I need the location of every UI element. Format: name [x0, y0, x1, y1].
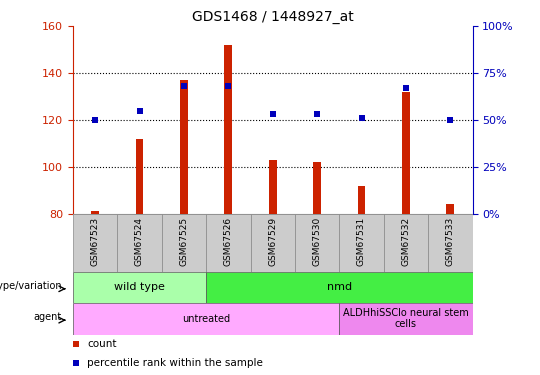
Bar [73, 272, 206, 303]
Text: GSM67530: GSM67530 [313, 217, 322, 267]
Text: GSM67523: GSM67523 [91, 217, 99, 266]
Bar [251, 214, 295, 272]
Text: untreated: untreated [182, 314, 230, 324]
Bar [402, 92, 410, 214]
Bar [269, 160, 276, 214]
Bar [224, 45, 232, 214]
Bar [117, 214, 161, 272]
Text: GSM67531: GSM67531 [357, 217, 366, 267]
Text: nmd: nmd [327, 282, 352, 292]
Text: agent: agent [33, 312, 62, 322]
Bar [313, 162, 321, 214]
Text: GSM67525: GSM67525 [179, 217, 188, 266]
Text: GSM67526: GSM67526 [224, 217, 233, 266]
Bar [91, 211, 99, 214]
Text: count: count [87, 339, 117, 349]
Text: GSM67524: GSM67524 [135, 217, 144, 266]
Bar [339, 303, 472, 334]
Bar [357, 186, 366, 214]
Text: wild type: wild type [114, 282, 165, 292]
Text: GSM67529: GSM67529 [268, 217, 277, 266]
Text: genotype/variation: genotype/variation [0, 281, 62, 291]
Text: percentile rank within the sample: percentile rank within the sample [87, 358, 263, 368]
Bar [73, 214, 117, 272]
Bar [428, 214, 472, 272]
Bar [384, 214, 428, 272]
Bar [295, 214, 339, 272]
Bar [136, 139, 144, 214]
Bar [161, 214, 206, 272]
Title: GDS1468 / 1448927_at: GDS1468 / 1448927_at [192, 10, 354, 24]
Bar [206, 214, 251, 272]
Bar [206, 272, 472, 303]
Bar [339, 214, 384, 272]
Bar [73, 303, 339, 334]
Bar [446, 204, 454, 214]
Text: GSM67533: GSM67533 [446, 217, 455, 267]
Text: ALDHhiSSClo neural stem
cells: ALDHhiSSClo neural stem cells [343, 308, 469, 329]
Text: GSM67532: GSM67532 [401, 217, 410, 266]
Bar [180, 80, 188, 214]
